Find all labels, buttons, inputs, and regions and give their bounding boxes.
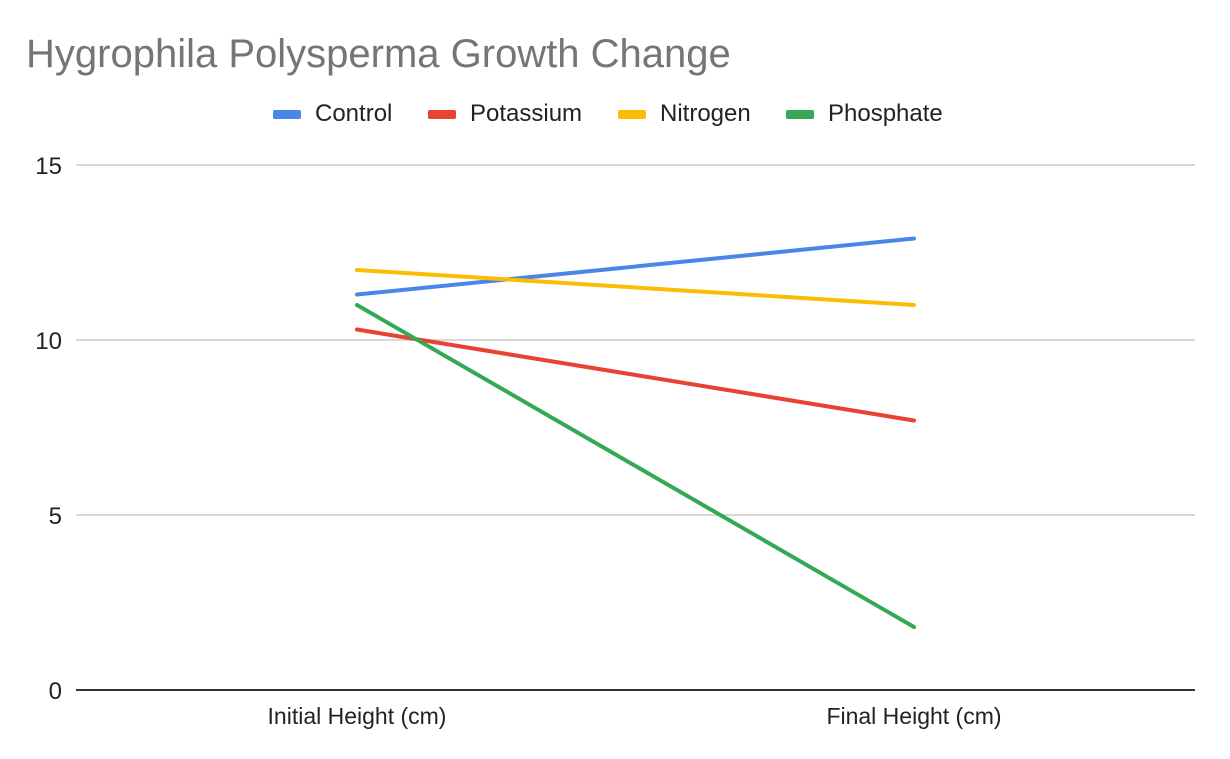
data-point-phosphate[interactable] xyxy=(355,303,359,307)
legend-label-nitrogen: Nitrogen xyxy=(660,100,751,127)
data-point-phosphate[interactable] xyxy=(912,625,916,629)
x-tick-label: Final Height (cm) xyxy=(826,703,1001,729)
data-point-potassium[interactable] xyxy=(355,327,359,332)
y-tick-label: 0 xyxy=(49,678,62,705)
y-tick-label: 5 xyxy=(49,503,62,530)
legend-swatch-potassium xyxy=(428,109,456,119)
legend: Control Potassium Nitrogen Phosphate xyxy=(0,100,1230,130)
series-line-control[interactable] xyxy=(356,236,915,297)
series-line-potassium[interactable] xyxy=(356,327,915,423)
legend-label-control: Control xyxy=(315,100,393,127)
legend-label-phosphate: Phosphate xyxy=(828,100,943,127)
data-point-control[interactable] xyxy=(355,292,359,297)
legend-swatch-phosphate xyxy=(786,109,814,119)
gridlines xyxy=(76,164,1195,516)
data-point-potassium[interactable] xyxy=(912,418,916,423)
data-point-control[interactable] xyxy=(912,236,916,241)
legend-item-control[interactable]: Control xyxy=(273,100,392,128)
y-tick-label: 15 xyxy=(35,153,62,180)
series-line-nitrogen[interactable] xyxy=(356,268,915,307)
series-line-phosphate[interactable] xyxy=(355,303,916,629)
y-axis-ticks: 0 5 10 15 xyxy=(35,153,62,705)
legend-swatch-control xyxy=(273,109,301,119)
y-tick-label: 10 xyxy=(35,328,62,355)
legend-item-phosphate[interactable]: Phosphate xyxy=(786,100,943,128)
x-axis-ticks: Initial Height (cm) Final Height (cm) xyxy=(268,703,1002,729)
legend-item-nitrogen[interactable]: Nitrogen xyxy=(618,100,751,128)
legend-item-potassium[interactable]: Potassium xyxy=(428,100,582,128)
series-lines xyxy=(355,236,916,629)
chart-title: Hygrophila Polysperma Growth Change xyxy=(26,32,731,76)
x-tick-label: Initial Height (cm) xyxy=(268,703,447,729)
data-point-nitrogen[interactable] xyxy=(355,268,359,272)
legend-label-potassium: Potassium xyxy=(470,100,583,127)
legend-swatch-nitrogen xyxy=(618,109,646,119)
data-point-nitrogen[interactable] xyxy=(912,303,916,307)
